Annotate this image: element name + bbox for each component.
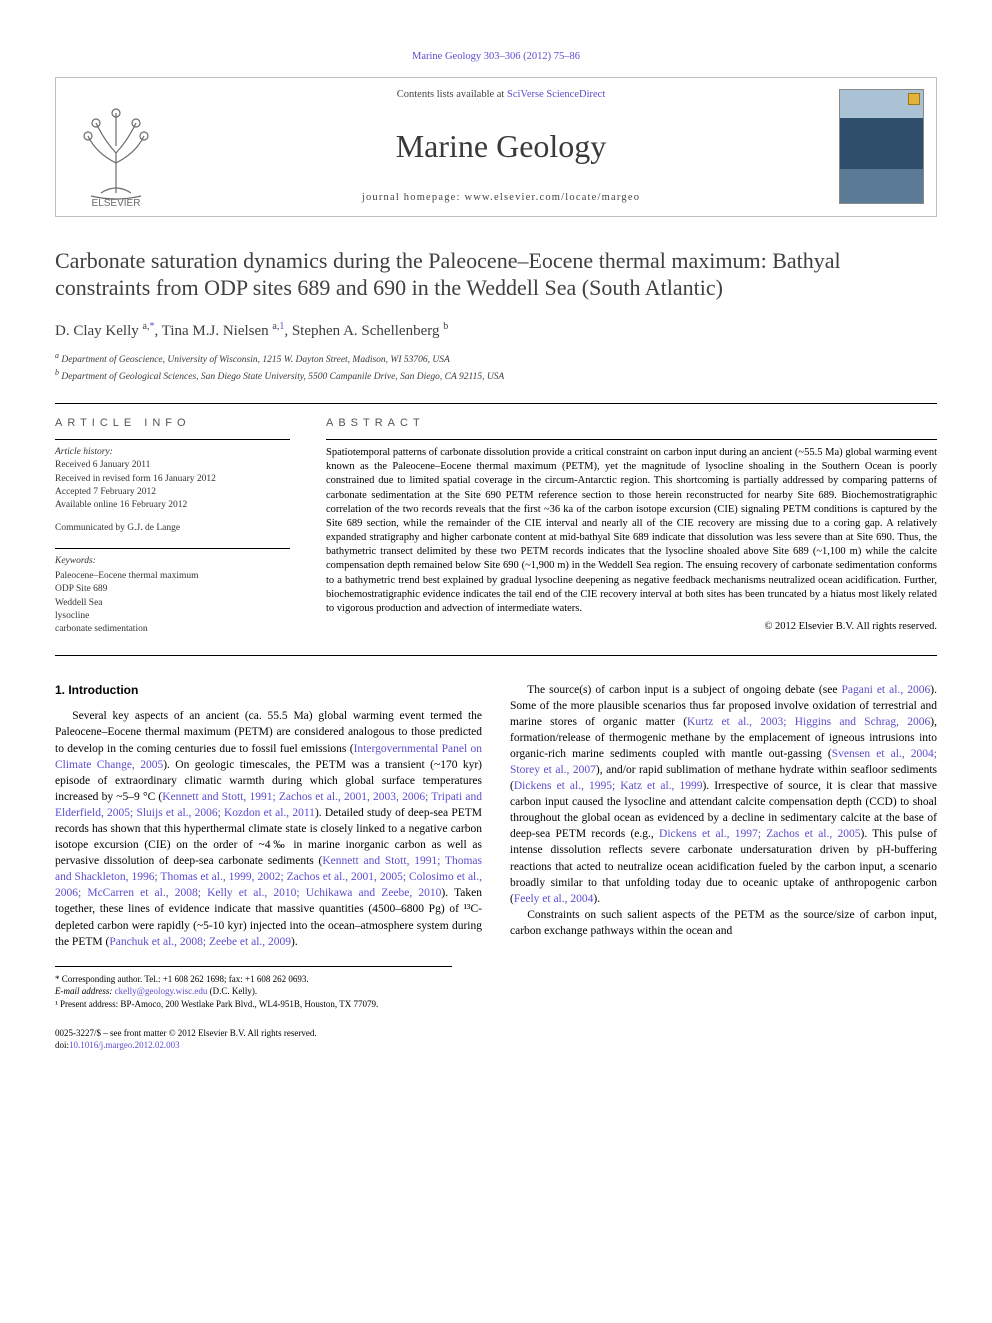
doi-prefix: doi: (55, 1040, 69, 1050)
keyword-1: Paleocene–Eocene thermal maximum (55, 570, 290, 583)
issue-link[interactable]: Marine Geology 303–306 (2012) 75–86 (412, 51, 580, 62)
author-3: , Stephen A. Schellenberg (284, 323, 443, 339)
corr-email-link[interactable]: ckelly@geology.wisc.edu (115, 986, 208, 996)
page-root: Marine Geology 303–306 (2012) 75–86 ELSE… (0, 0, 992, 1102)
journal-header-box: ELSEVIER Contents lists available at Sci… (55, 77, 937, 217)
p2-a: The source(s) of carbon input is a subje… (527, 684, 841, 696)
footnote-1: ¹ Present address: BP-Amoco, 200 Westlak… (55, 998, 452, 1011)
article-history-block: Article history: Received 6 January 2011… (55, 439, 290, 536)
footnote-email: E-mail address: ckelly@geology.wisc.edu … (55, 985, 452, 998)
cover-thumb-cell (826, 78, 936, 216)
history-label: Article history: (55, 446, 290, 459)
rule-top (55, 403, 937, 404)
info-abstract-row: article info Article history: Received 6… (55, 416, 937, 637)
article-info-heading: article info (55, 416, 290, 431)
body-p1: Several key aspects of an ancient (ca. 5… (55, 708, 482, 949)
rule-mid (55, 655, 937, 656)
cite-kurtz-higgins[interactable]: Kurtz et al., 2003; Higgins and Schrag, … (687, 716, 930, 728)
keywords-block: Keywords: Paleocene–Eocene thermal maxim… (55, 548, 290, 637)
header-center: Contents lists available at SciVerse Sci… (176, 78, 826, 216)
journal-homepage: journal homepage: www.elsevier.com/locat… (176, 191, 826, 206)
article-info-column: article info Article history: Received 6… (55, 416, 290, 637)
contents-prefix: Contents lists available at (397, 89, 507, 100)
aff-marker-b: b (55, 368, 59, 377)
footnote-corr: * Corresponding author. Tel.: +1 608 262… (55, 973, 452, 986)
section-1-heading: 1. Introduction (55, 682, 482, 699)
issn-copyright: 0025-3227/$ – see front matter © 2012 El… (55, 1027, 317, 1040)
cite-panchuk-zeebe[interactable]: Panchuk et al., 2008; Zeebe et al., 2009 (109, 936, 291, 948)
abstract-text: Spatiotemporal patterns of carbonate dis… (326, 439, 937, 616)
email-label: E-mail address: (55, 986, 115, 996)
keyword-2: ODP Site 689 (55, 583, 290, 596)
abstract-column: abstract Spatiotemporal patterns of carb… (326, 416, 937, 637)
journal-name: Marine Geology (176, 124, 826, 169)
author-list: D. Clay Kelly a,*, Tina M.J. Nielsen a,1… (55, 320, 937, 342)
contents-line: Contents lists available at SciVerse Sci… (176, 88, 826, 103)
email-suffix: (D.C. Kelly). (207, 986, 257, 996)
publisher-logo-cell: ELSEVIER (56, 78, 176, 216)
publisher-name: ELSEVIER (92, 198, 141, 208)
affiliation-b: b Department of Geological Sciences, San… (55, 367, 937, 384)
bottom-left: 0025-3227/$ – see front matter © 2012 El… (55, 1027, 317, 1052)
abstract-heading: abstract (326, 416, 937, 431)
author-1: D. Clay Kelly (55, 323, 143, 339)
cite-dickens-zachos[interactable]: Dickens et al., 1997; Zachos et al., 200… (659, 828, 860, 840)
cite-pagani-2006[interactable]: Pagani et al., 2006 (841, 684, 930, 696)
abstract-copyright: © 2012 Elsevier B.V. All rights reserved… (326, 620, 937, 635)
aff-text-a: Department of Geoscience, University of … (61, 355, 449, 365)
history-received: Received 6 January 2011 (55, 459, 290, 472)
cite-feely-2004[interactable]: Feely et al., 2004 (514, 893, 594, 905)
journal-issue-link: Marine Geology 303–306 (2012) 75–86 (55, 50, 937, 65)
author-3-aff: b (443, 321, 448, 332)
aff-marker-a: a (55, 351, 59, 360)
body-p2: The source(s) of carbon input is a subje… (510, 682, 937, 907)
keywords-label: Keywords: (55, 555, 290, 568)
author-2: , Tina M.J. Nielsen (154, 323, 272, 339)
history-online: Available online 16 February 2012 (55, 499, 290, 512)
keyword-5: carbonate sedimentation (55, 623, 290, 636)
elsevier-tree-logo: ELSEVIER (66, 98, 166, 208)
article-title: Carbonate saturation dynamics during the… (55, 247, 937, 302)
sciencedirect-link[interactable]: SciVerse ScienceDirect (507, 89, 605, 100)
body-columns: 1. Introduction Several key aspects of a… (55, 682, 937, 950)
keyword-3: Weddell Sea (55, 597, 290, 610)
p1-e: ). (291, 936, 298, 948)
keyword-4: lysocline (55, 610, 290, 623)
cite-dickens-katz[interactable]: Dickens et al., 1995; Katz et al., 1999 (514, 780, 703, 792)
p2-g: ). (593, 893, 600, 905)
body-p3: Constraints on such salient aspects of t… (510, 907, 937, 939)
history-revised: Received in revised form 16 January 2012 (55, 473, 290, 486)
bottom-line: 0025-3227/$ – see front matter © 2012 El… (55, 1027, 937, 1052)
journal-cover-thumb (839, 89, 924, 204)
communicated-by: Communicated by G.J. de Lange (55, 522, 290, 535)
doi-line: doi:10.1016/j.margeo.2012.02.003 (55, 1039, 317, 1052)
aff-text-b: Department of Geological Sciences, San D… (61, 372, 504, 382)
history-accepted: Accepted 7 February 2012 (55, 486, 290, 499)
footnotes: * Corresponding author. Tel.: +1 608 262… (55, 966, 452, 1011)
doi-link[interactable]: 10.1016/j.margeo.2012.02.003 (69, 1040, 180, 1050)
affiliation-a: a Department of Geoscience, University o… (55, 350, 937, 367)
